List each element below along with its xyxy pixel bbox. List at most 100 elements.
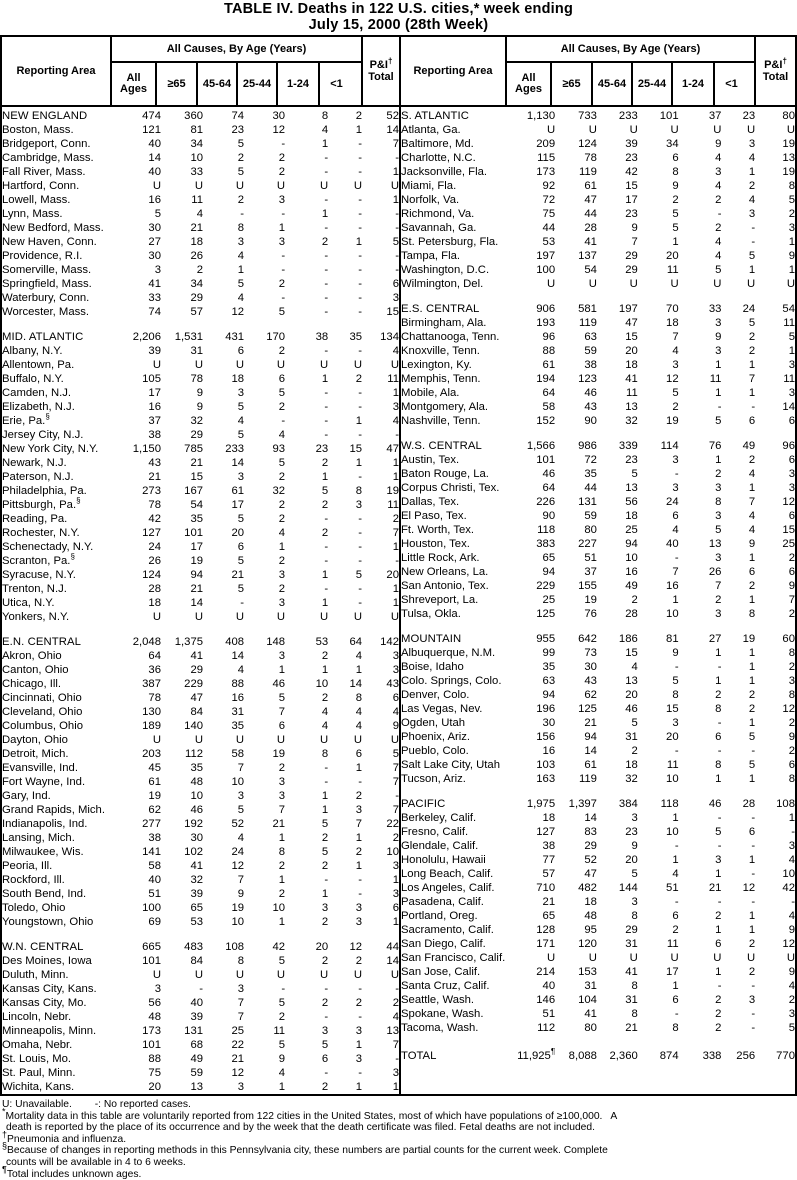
age-65-plus-cell: 78 — [190, 373, 204, 385]
age-under-1-cell: - — [358, 401, 363, 413]
age-25-44-cell: 4 — [672, 345, 679, 357]
age-65-plus-cell: 120 — [578, 938, 597, 950]
reporting-area-cell: Memphis, Tenn. — [401, 373, 481, 385]
table-row: Nashville, Tenn. 152 90 32 19 5 6 6 — [401, 414, 795, 428]
age-65-plus-cell: 83 — [584, 826, 597, 838]
age-under-1-cell: 1 — [748, 661, 756, 673]
reporting-area-cell: Lincoln, Nebr. — [2, 1011, 72, 1023]
age-1-24-cell: 3 — [715, 510, 722, 522]
age-45-64-cell: 233 — [225, 443, 245, 455]
age-65-plus-cell: 44 — [584, 208, 597, 220]
all-ages-cell: 146 — [536, 994, 556, 1006]
pi-total-cell: 2 — [788, 994, 795, 1006]
reporting-area-cell: San Antonio, Tex. — [401, 580, 489, 592]
table-row: Spokane, Wash. 51 41 8 - 2 - 3 — [401, 1007, 795, 1021]
pi-total-cell: 1 — [788, 236, 795, 248]
all-ages-cell: 130 — [142, 706, 161, 718]
age-45-64-cell: 35 — [231, 720, 245, 732]
header-pi-label-right: P&I — [764, 59, 783, 71]
age-1-24-cell: - — [324, 345, 329, 357]
age-1-24-cell: 3 — [715, 345, 722, 357]
header-col-45-64-right: 45-64 — [593, 63, 633, 105]
pi-total-cell: - — [395, 222, 399, 234]
age-45-64-cell: 8 — [631, 980, 638, 992]
table-row: Washington, D.C. 100 54 29 11 5 1 1 — [401, 263, 795, 277]
all-ages-cell: 45 — [148, 762, 161, 774]
table-row: Tulsa, Okla. 125 76 28 10 3 8 2 — [401, 607, 795, 621]
table-row: Evansville, Ind. 45 35 7 2 - 1 7 — [2, 761, 399, 775]
age-45-64-cell: 7 — [237, 997, 245, 1009]
reporting-area-cell: Cambridge, Mass. — [2, 152, 94, 164]
reporting-area-cell: Paterson, N.J. — [2, 471, 74, 483]
all-ages-cell: 383 — [536, 538, 556, 550]
age-65-plus-cell: 140 — [184, 720, 204, 732]
age-25-44-cell: 1 — [278, 916, 286, 928]
age-45-64-cell: 14 — [231, 457, 245, 469]
header-all-causes-label-right: All Causes, By Age (Years) — [507, 37, 754, 63]
age-65-plus-cell: 192 — [184, 818, 204, 830]
reporting-area-cell: Norfolk, Va. — [401, 194, 460, 206]
header-col-all-ages-right: All Ages — [507, 63, 552, 105]
age-under-1-cell: - — [358, 264, 363, 276]
reporting-area-cell: Somerville, Mass. — [2, 264, 92, 276]
age-1-24-cell: 76 — [708, 440, 722, 452]
reporting-area-cell: Rockford, Ill. — [2, 874, 65, 886]
age-under-1-cell: U — [746, 952, 756, 964]
age-65-plus-cell: 43 — [584, 675, 597, 687]
table-header: Reporting Area All Causes, By Age (Years… — [2, 37, 795, 105]
age-25-44-cell: 2 — [278, 401, 286, 413]
footnote-section-line-2: counts will be available in 4 to 6 weeks… — [6, 1156, 186, 1168]
table-row: Cambridge, Mass. 14 10 2 2 - - - — [2, 151, 399, 165]
age-65-plus-cell: 104 — [578, 994, 597, 1006]
age-45-64-cell: 2 — [631, 745, 638, 757]
age-45-64-cell: 31 — [625, 731, 638, 743]
all-ages-cell: U — [546, 952, 556, 964]
all-ages-cell: 20 — [148, 1081, 161, 1093]
table-row: Tampa, Fla. 197 137 29 20 4 5 9 — [401, 249, 795, 263]
age-65-plus-cell: 34 — [190, 138, 204, 150]
age-25-44-cell: 2 — [278, 499, 286, 511]
table-row: Youngstown, Ohio 69 53 10 1 2 3 1 — [2, 915, 399, 929]
age-65-plus-cell: 90 — [584, 415, 597, 427]
all-ages-cell: 99 — [542, 647, 556, 659]
age-25-44-cell: 1 — [278, 541, 286, 553]
age-45-64-cell: 339 — [618, 440, 638, 452]
pi-total-cell: 4 — [788, 980, 795, 992]
age-1-24-cell: - — [324, 1067, 329, 1079]
table-spacer-row — [401, 786, 795, 797]
pi-total-cell: U — [390, 734, 399, 746]
age-under-1-cell: 4 — [748, 468, 756, 480]
reporting-area-cell: Sacramento, Calif. — [401, 924, 494, 936]
table-row: Lansing, Mich. 38 30 4 1 2 1 2 — [2, 831, 399, 845]
age-65-plus-cell: 19 — [190, 555, 204, 567]
header-all-l1-r: All — [521, 72, 536, 84]
all-ages-cell: 2,048 — [132, 636, 161, 648]
age-25-44-cell: 9 — [672, 180, 679, 192]
total-footnote-marker: ¶ — [550, 1047, 556, 1057]
age-65-plus-cell: 11 — [191, 194, 204, 206]
age-25-44-cell: 3 — [672, 359, 679, 371]
age-45-64-cell: 9 — [631, 840, 638, 852]
reporting-area-cell: Charlotte, N.C. — [401, 152, 476, 164]
all-ages-cell: 63 — [542, 675, 556, 687]
age-45-64-cell: 8 — [237, 222, 245, 234]
age-25-44-cell: 5 — [672, 387, 679, 399]
reporting-area-cell: Grand Rapids, Mich. — [2, 804, 105, 816]
pi-total-cell: 1 — [392, 457, 399, 469]
age-65-plus-cell: 40 — [190, 997, 204, 1009]
age-65-plus-cell: 119 — [578, 317, 597, 329]
age-25-44-cell: 93 — [272, 443, 286, 455]
reporting-area-cell: Jacksonville, Fla. — [401, 166, 488, 178]
reporting-area-cell: Toledo, Ohio — [2, 902, 66, 914]
header-pi-dagger-left: † — [387, 56, 393, 66]
age-45-64-cell: 144 — [618, 882, 638, 894]
header-reporting-area-left: Reporting Area — [2, 37, 112, 105]
age-1-24-cell: U — [320, 359, 329, 371]
pi-total-cell: 11 — [783, 317, 795, 329]
reporting-area-cell: Fall River, Mass. — [2, 166, 86, 178]
pi-total-cell: 3 — [392, 401, 399, 413]
reporting-area-cell: Waterbury, Conn. — [2, 292, 90, 304]
reporting-area-cell: Baton Rouge, La. — [401, 468, 489, 480]
age-65-plus-cell: 35 — [190, 762, 204, 774]
age-45-64-cell: 41 — [625, 966, 638, 978]
